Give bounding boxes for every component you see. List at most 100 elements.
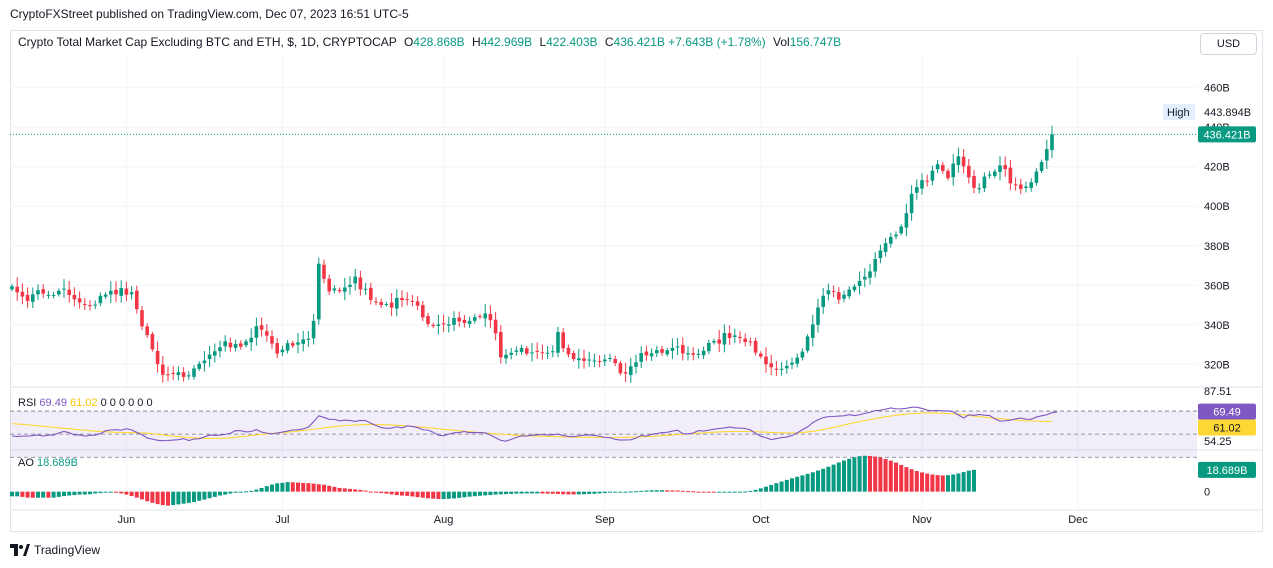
ao-bar <box>436 491 441 500</box>
ao-bar <box>426 491 430 499</box>
ao-bar <box>384 491 389 494</box>
y-tick-label: 360B <box>1204 280 1230 292</box>
candle-body <box>727 333 732 339</box>
high-marker-label-bg <box>1163 104 1195 120</box>
candle-body <box>618 363 623 374</box>
ao-bar <box>400 491 404 496</box>
ao-bar <box>134 491 139 498</box>
ao-bar <box>805 473 810 492</box>
ao-bar <box>618 491 623 493</box>
candle-body <box>759 353 763 357</box>
candle-body <box>213 351 217 356</box>
ao-bar <box>847 458 852 492</box>
ao-bar <box>51 491 56 498</box>
candle-body <box>920 180 924 189</box>
ao-bar <box>441 491 446 500</box>
ao-bar <box>951 474 956 492</box>
x-tick-label: Oct <box>752 514 769 526</box>
rsi-label: RSI <box>18 397 37 409</box>
candle-body <box>20 291 25 297</box>
ao-bar <box>259 487 264 492</box>
candle-body <box>592 360 597 362</box>
ao-bar <box>769 484 774 492</box>
ao-bar <box>431 491 436 499</box>
ao-legend[interactable]: AO 18.689B <box>18 457 78 469</box>
candle-body <box>1019 184 1023 189</box>
candle-body <box>343 287 347 292</box>
candle-body <box>1008 167 1013 184</box>
ao-bar <box>842 460 846 492</box>
candle-body <box>155 350 160 365</box>
x-tick-label: Aug <box>434 514 454 526</box>
candle-body <box>223 341 227 347</box>
ao-bar <box>140 491 144 500</box>
candle-body <box>447 324 451 326</box>
candle-body <box>197 363 201 369</box>
candle-body <box>915 187 919 193</box>
rsi-top-tick: 87.51 <box>1204 386 1232 398</box>
ao-bar <box>904 467 909 492</box>
ao-bar <box>930 474 935 492</box>
ao-bar <box>914 471 919 492</box>
candle-body <box>681 345 685 354</box>
candle-body <box>478 316 482 318</box>
candle-body <box>36 290 40 295</box>
ao-bar <box>857 456 862 492</box>
ao-bar <box>540 491 545 494</box>
candle-body <box>743 338 747 342</box>
symbol-title[interactable]: Crypto Total Market Cap Excluding BTC an… <box>18 35 397 49</box>
candle-body <box>686 353 690 355</box>
ao-bar <box>82 491 87 495</box>
candle-body <box>337 289 342 292</box>
candle-body <box>462 319 467 324</box>
y-tick-label: 400B <box>1204 201 1230 213</box>
x-tick-label: Jun <box>118 514 136 526</box>
candle-body <box>514 350 519 352</box>
ao-bar <box>374 491 378 493</box>
ao-bar <box>888 460 893 492</box>
tradingview-logo[interactable]: TradingView <box>10 543 100 557</box>
candle-body <box>941 165 945 171</box>
ao-bar <box>145 491 150 502</box>
ao-bar <box>420 491 425 498</box>
candle-body <box>535 350 539 352</box>
candle-body <box>31 294 35 302</box>
ao-bar <box>623 491 628 493</box>
ao-layer <box>10 455 976 506</box>
ao-bar <box>738 491 742 493</box>
ao-bar <box>920 472 924 492</box>
ao-bar <box>956 473 961 492</box>
ao-bar <box>270 484 274 492</box>
ao-bar <box>124 491 129 495</box>
candle-body <box>707 342 711 352</box>
candle-body <box>228 342 233 348</box>
candle-body <box>363 288 368 290</box>
candle-body <box>98 295 103 304</box>
candle-body <box>993 171 997 176</box>
candles-layer <box>10 125 1197 383</box>
ao-bar <box>774 483 779 492</box>
candle-body <box>67 289 71 295</box>
candle-body <box>982 176 987 189</box>
candle-body <box>135 290 139 310</box>
currency-button[interactable]: USD <box>1200 33 1257 55</box>
candle-body <box>301 339 305 344</box>
ao-bar <box>337 487 342 492</box>
ao-bar <box>202 491 207 500</box>
ao-bar <box>504 491 508 495</box>
candle-body <box>473 317 477 321</box>
ao-bar <box>457 491 462 498</box>
candle-body <box>15 286 19 293</box>
candle-body <box>415 301 420 306</box>
ao-bar <box>628 491 633 493</box>
candle-body <box>785 366 789 369</box>
marker-layer: High 443.894B 436.421B 69.49 61.02 18.689B <box>1163 104 1256 478</box>
candle-body <box>639 353 643 362</box>
candle-body <box>239 343 243 347</box>
candle-body <box>275 343 279 354</box>
ao-bar <box>790 478 794 492</box>
ao-bar <box>686 491 690 493</box>
ao-bar <box>56 491 61 497</box>
ao-bar <box>878 457 883 492</box>
